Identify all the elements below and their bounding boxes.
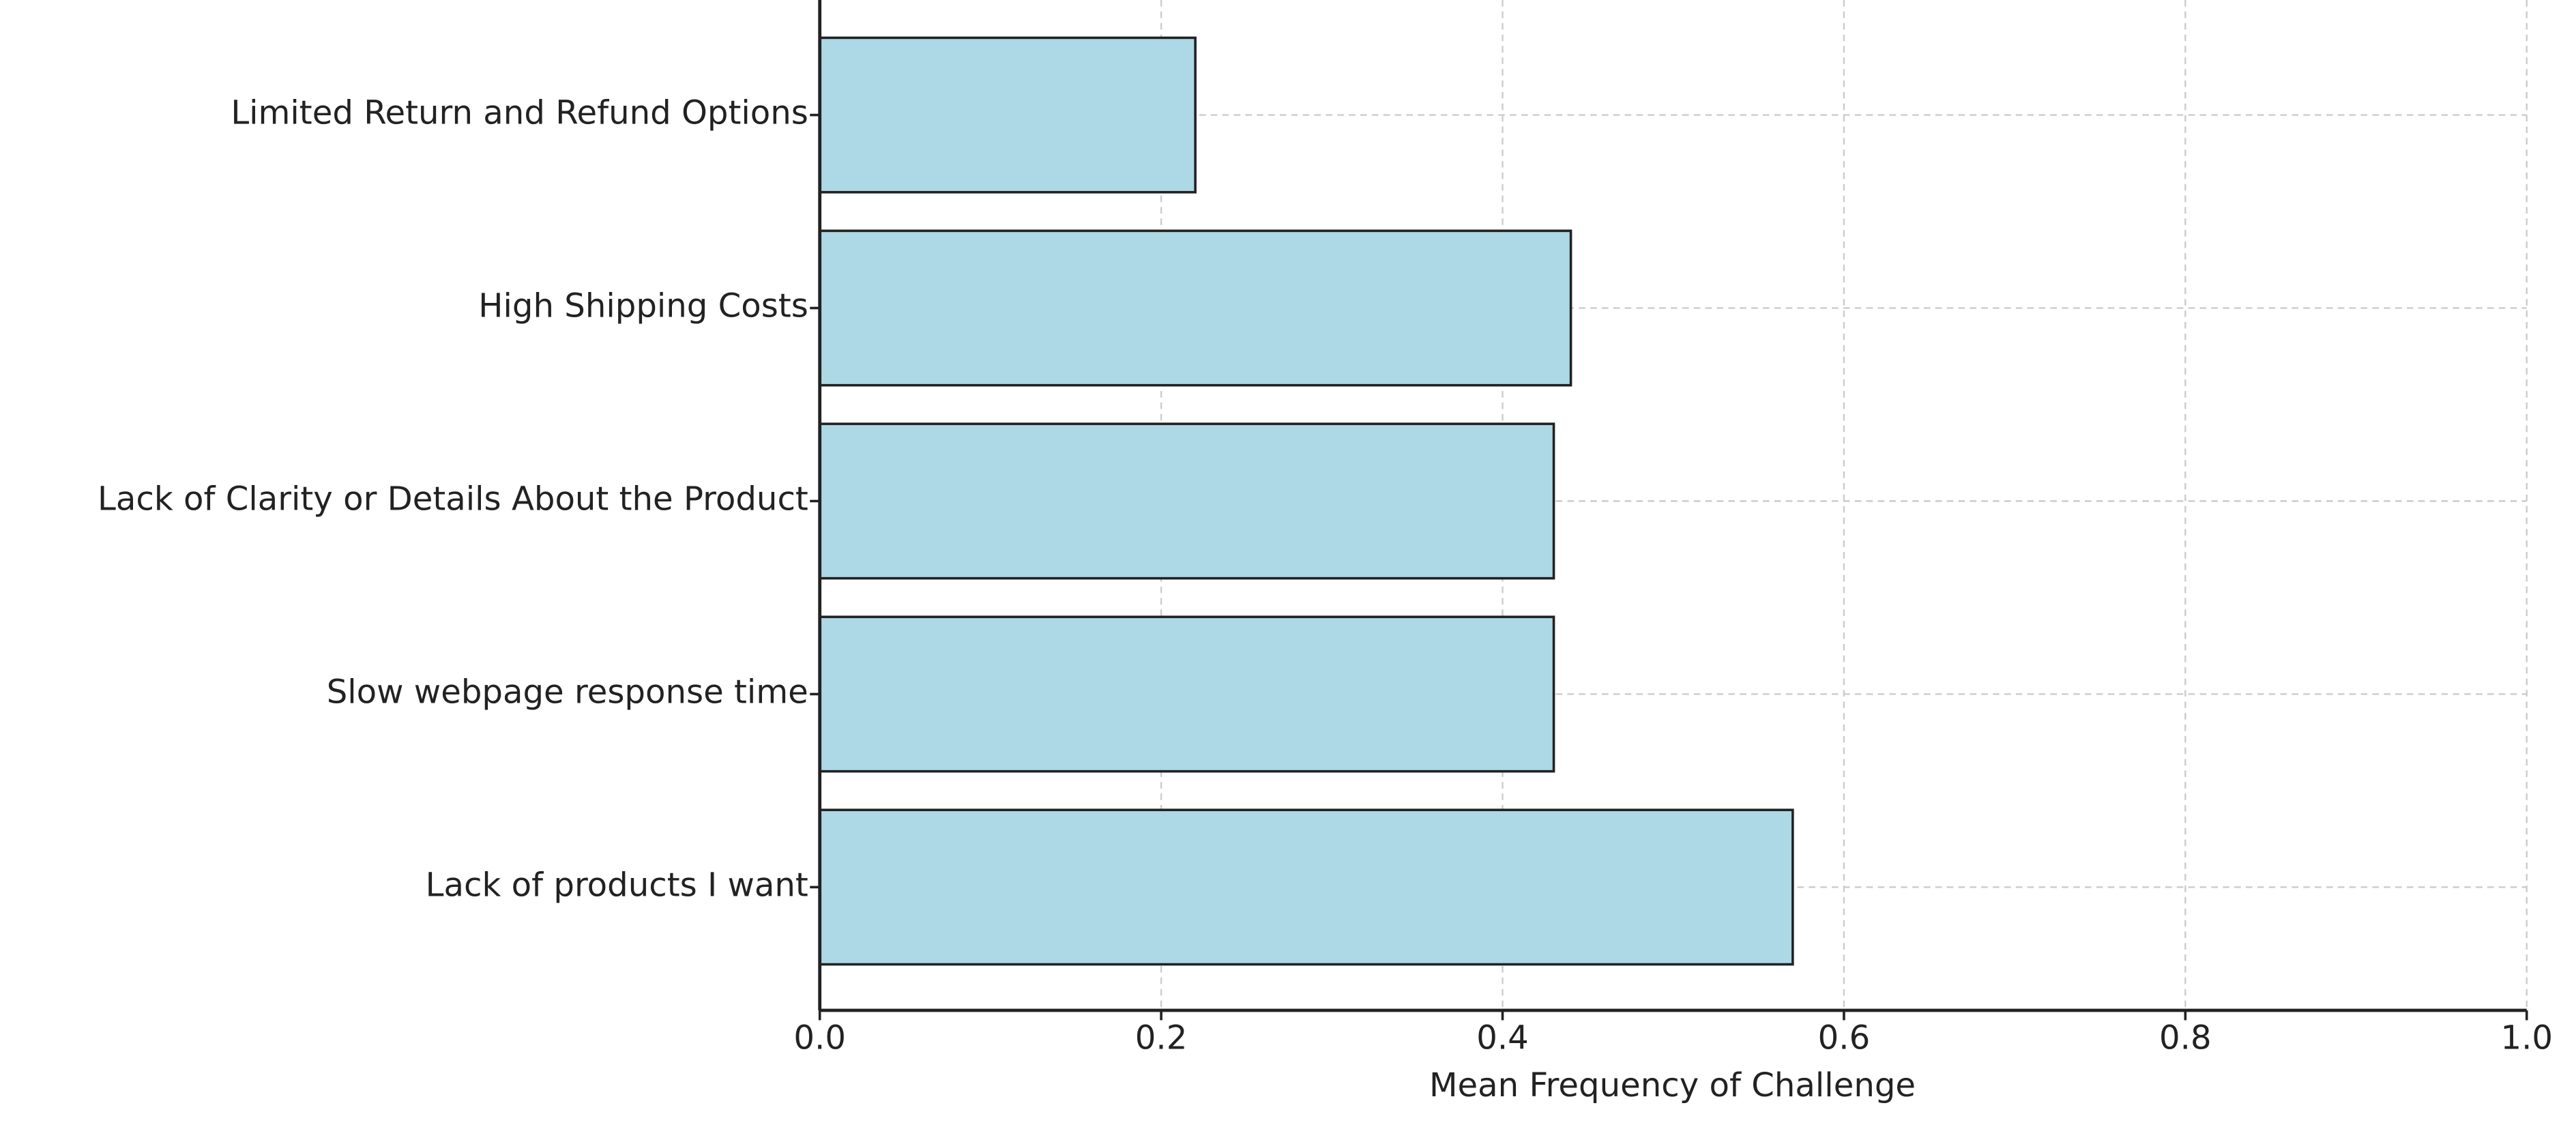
bar: [818, 808, 1794, 966]
x-tick-label: 0.4: [1476, 1019, 1529, 1057]
x-tick-label: 0.2: [1135, 1019, 1188, 1057]
bar: [818, 36, 1197, 194]
x-tick-label: 0.0: [793, 1019, 846, 1057]
y-tick-label: Slow webpage response time: [327, 673, 808, 711]
x-tick-label: 0.6: [1818, 1019, 1871, 1057]
x-tick-label: 0.8: [2159, 1019, 2212, 1057]
bar: [818, 422, 1555, 580]
x-axis-label: Mean Frequency of Challenge: [1429, 1066, 1916, 1104]
y-tick-label: Limited Return and Refund Options: [231, 94, 808, 132]
y-tick-label: Lack of products I want: [426, 866, 808, 904]
y-tick-label: High Shipping Costs: [478, 287, 808, 325]
bar: [818, 615, 1555, 773]
y-tick-label: Lack of Clarity or Details About the Pro…: [98, 480, 808, 518]
x-tick-label: 1.0: [2500, 1019, 2553, 1057]
bar: [818, 229, 1572, 387]
